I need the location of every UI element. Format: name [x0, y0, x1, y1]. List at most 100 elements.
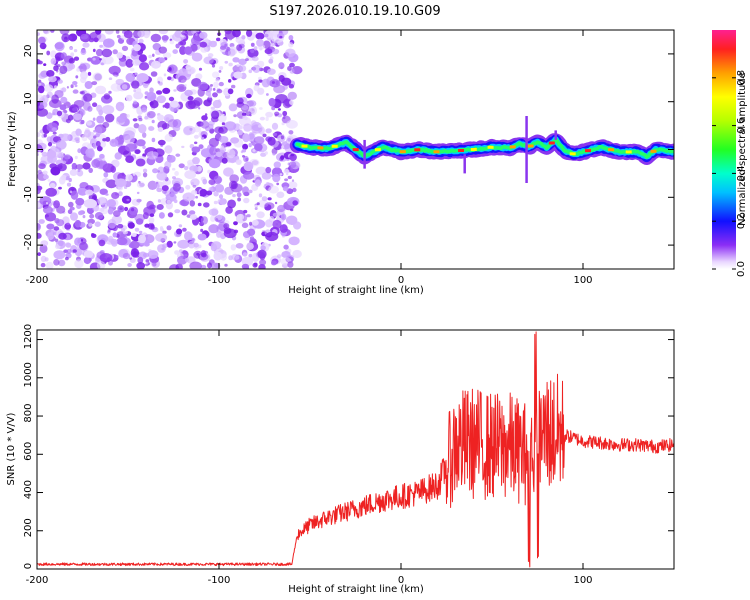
noise-blob: [69, 206, 75, 211]
colorbar-ticks: 0.0 0.2 0.4 0.6 0.8: [712, 70, 747, 277]
noise-blob: [68, 57, 75, 64]
noise-blob: [277, 108, 281, 111]
noise-blob: [46, 50, 51, 56]
noise-blob: [74, 137, 80, 142]
noise-blob: [216, 37, 221, 42]
noise-blob: [91, 81, 98, 86]
noise-blob: [106, 199, 117, 208]
ridge-peak: [374, 148, 381, 152]
snr-y-tick-label: 800: [23, 403, 34, 422]
noise-blob: [288, 130, 294, 135]
noise-blob: [276, 254, 282, 259]
noise-blob: [203, 202, 210, 208]
noise-blob: [101, 48, 113, 58]
noise-blob: [61, 160, 67, 165]
noise-blob: [279, 173, 283, 176]
noise-blob: [287, 261, 294, 268]
noise-blob: [79, 242, 88, 251]
noise-blob: [75, 75, 79, 79]
noise-blob: [143, 168, 148, 173]
noise-blob: [114, 178, 127, 187]
noise-blob: [211, 241, 222, 250]
noise-blob: [95, 48, 103, 57]
snr-frame: [36, 329, 675, 570]
noise-blob: [179, 200, 186, 206]
noise-blob: [224, 60, 229, 64]
noise-blob: [233, 114, 237, 118]
noise-blob: [37, 223, 41, 231]
noise-blob: [175, 43, 180, 49]
noise-blob: [237, 129, 243, 136]
noise-blob: [144, 95, 148, 99]
noise-blob: [99, 58, 102, 61]
spectrogram-y-tick-label: -20: [23, 234, 34, 250]
noise-blob: [287, 138, 292, 142]
noise-blob: [146, 91, 157, 102]
noise-blob: [112, 49, 118, 55]
noise-blob: [138, 117, 143, 122]
noise-blob: [249, 236, 255, 241]
noise-blob: [221, 157, 228, 164]
noise-blob: [149, 101, 154, 106]
noise-blob: [288, 42, 294, 48]
noise-blob: [198, 144, 204, 150]
noise-blob: [96, 260, 106, 269]
noise-blob: [82, 42, 90, 48]
noise-blob: [235, 159, 242, 166]
noise-blob: [137, 256, 144, 264]
noise-blob: [40, 262, 46, 268]
noise-blob: [157, 127, 164, 132]
noise-blob: [86, 121, 93, 126]
noise-blob: [216, 230, 222, 238]
noise-blob: [152, 262, 157, 267]
noise-blob: [228, 180, 237, 189]
noise-blob: [284, 178, 289, 182]
noise-blob: [211, 71, 220, 79]
noise-blob: [110, 238, 118, 245]
noise-blob: [135, 218, 144, 225]
noise-blob: [289, 100, 294, 105]
noise-blob: [138, 38, 144, 44]
noise-blob: [53, 200, 60, 209]
noise-blob: [70, 84, 74, 89]
noise-blob: [60, 96, 68, 104]
noise-blob: [136, 139, 146, 147]
noise-blob: [43, 63, 47, 66]
noise-blob: [249, 221, 253, 226]
noise-blob: [70, 52, 75, 57]
noise-blob: [215, 78, 220, 82]
snr-x-tick-label: -100: [208, 575, 231, 586]
noise-blob: [123, 135, 135, 144]
noise-blob: [286, 119, 298, 129]
ridge-peak: [352, 148, 359, 152]
noise-blob: [243, 209, 248, 214]
noise-blob: [167, 212, 174, 218]
noise-blob: [174, 250, 180, 255]
noise-blob: [218, 70, 222, 73]
noise-blob: [278, 62, 285, 70]
ridge-peak: [301, 144, 308, 148]
noise-blob: [132, 118, 138, 122]
noise-blob: [147, 262, 150, 266]
noise-blob: [158, 57, 166, 63]
snr-y-tick-label: 0: [23, 563, 34, 569]
noise-blob: [105, 193, 109, 196]
noise-blob: [70, 190, 79, 200]
noise-blob: [233, 221, 238, 226]
noise-blob: [103, 38, 115, 48]
noise-blob: [47, 141, 53, 147]
noise-blob: [138, 54, 147, 63]
noise-blob: [212, 99, 222, 109]
noise-blob: [288, 181, 298, 189]
noise-blob: [184, 257, 189, 263]
noise-blob: [164, 133, 173, 142]
noise-blob: [44, 212, 57, 222]
colorbar-tick-label: 0.0: [736, 261, 747, 277]
noise-blob: [183, 59, 189, 64]
noise-blob: [191, 146, 201, 153]
noise-blob: [148, 217, 155, 224]
noise-blob: [89, 213, 95, 219]
noise-blob: [266, 93, 269, 96]
noise-blob: [169, 264, 180, 269]
noise-blob: [213, 191, 219, 197]
